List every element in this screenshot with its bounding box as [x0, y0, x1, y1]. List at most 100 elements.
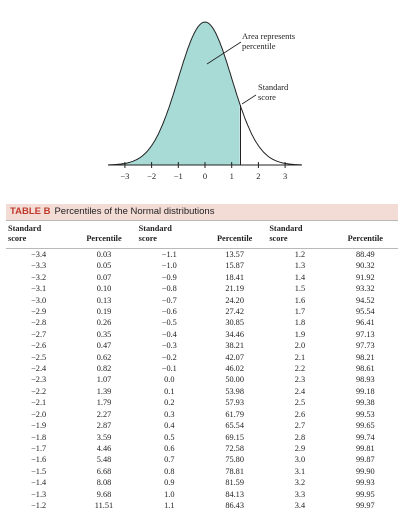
table-cell: 0.03 — [96, 250, 112, 259]
column-header: Percentile — [71, 224, 137, 249]
table-cell: −1.4 — [31, 478, 47, 488]
table-cell: 53.98 — [225, 386, 244, 396]
table-cell: −2.7 — [31, 329, 47, 339]
table-cell: 98.21 — [355, 352, 375, 362]
table-cell: −3.4 — [31, 250, 47, 259]
axis-label: −3 — [120, 171, 129, 181]
table-cell: 97.73 — [355, 341, 375, 351]
table-cell: 91.92 — [355, 272, 375, 282]
table-row: −3.0 0.13 −0.7 24.20 1.6 94.52 — [6, 295, 398, 306]
table-cell: 15.87 — [225, 261, 244, 271]
table-cell: 0.8 — [164, 466, 175, 476]
header-text: score — [138, 234, 157, 243]
table-cell: 21.19 — [225, 284, 244, 294]
header-text: Standard — [138, 224, 172, 233]
header-text: score — [269, 234, 288, 243]
table-cell: 4.46 — [96, 443, 112, 453]
table-cell: 24.20 — [225, 295, 244, 305]
table-cell: 0.62 — [96, 352, 112, 362]
table-cell: 2.6 — [294, 409, 306, 419]
table-row: −1.8 3.59 0.5 69.15 2.8 99.74 — [6, 432, 398, 443]
table-cell: 0.3 — [164, 409, 175, 419]
table-cell: −1.1 — [161, 250, 177, 259]
table-cell: 2.5 — [294, 398, 306, 408]
table-cell: 1.0 — [164, 489, 175, 499]
table-cell: −0.9 — [161, 272, 177, 282]
table-cell: 2.1 — [294, 352, 306, 362]
table-cell: 8.08 — [96, 478, 112, 488]
table-cell: 0.13 — [96, 295, 112, 305]
table-cell: 2.3 — [294, 375, 306, 385]
table-cell: −0.5 — [161, 318, 177, 328]
table-cell: 11.51 — [94, 500, 114, 510]
table-row: −2.2 1.39 0.1 53.98 2.4 99.18 — [6, 386, 398, 397]
table-row: −3.4 0.03 −1.1 13.57 1.2 88.49 — [6, 249, 398, 261]
table-cell: 96.41 — [355, 318, 375, 328]
table-title-text: Percentiles of the Normal distributions — [54, 206, 215, 217]
table-cell: 1.79 — [96, 398, 112, 408]
table-cell: 2.8 — [294, 432, 306, 442]
table-row: −2.3 1.07 0.0 50.00 2.3 98.93 — [6, 374, 398, 385]
table-row: −1.6 5.48 0.7 75.80 3.0 99.87 — [6, 454, 398, 465]
header-text: Standard — [269, 224, 303, 233]
table-row: −2.5 0.62 −0.2 42.07 2.1 98.21 — [6, 352, 398, 363]
table-cell: 94.52 — [355, 295, 375, 305]
table-cell: 95.54 — [355, 307, 375, 317]
header-text: Percentile — [216, 234, 253, 243]
table-row: −3.3 0.05 −1.0 15.87 1.3 90.32 — [6, 260, 398, 271]
table-cell: 84.13 — [225, 489, 244, 499]
table-cell: 99.65 — [355, 421, 375, 431]
table-cell: 99.87 — [355, 455, 375, 465]
table-cell: 99.90 — [355, 466, 375, 476]
table-cell: 3.1 — [294, 466, 306, 476]
table-cell: 99.18 — [355, 386, 375, 396]
table-cell: 99.81 — [355, 443, 375, 453]
normal-curve-figure: Area represents percentile Standard scor… — [108, 21, 302, 181]
table-cell: −2.8 — [31, 318, 47, 328]
table-cell: 0.19 — [96, 307, 112, 317]
table-cell: −2.4 — [31, 364, 47, 374]
table-cell: 50.00 — [225, 375, 244, 385]
table-cell: −2.3 — [31, 375, 47, 385]
table-row: −1.3 9.68 1.0 84.13 3.3 99.95 — [6, 489, 398, 500]
table-cell: 0.05 — [96, 261, 112, 271]
table-cell: 1.1 — [164, 500, 175, 510]
table-cell: 0.1 — [164, 386, 175, 396]
table-cell: 57.93 — [225, 398, 244, 408]
table-cell: 0.2 — [164, 398, 175, 408]
table-cell: 2.4 — [294, 386, 306, 396]
header-text: Percentile — [347, 234, 383, 243]
table-cell: 0.26 — [96, 318, 112, 328]
axis-label: −2 — [147, 171, 156, 181]
table-cell: −3.1 — [31, 284, 47, 294]
table-cell: 1.6 — [294, 295, 306, 305]
table-cell: 98.93 — [355, 375, 375, 385]
table-row: −2.8 0.26 −0.5 30.85 1.8 96.41 — [6, 317, 398, 328]
table-cell: 72.58 — [225, 443, 244, 453]
table-cell: 90.32 — [355, 261, 375, 271]
table-cell: −1.8 — [31, 432, 47, 442]
table-cell: 69.15 — [225, 432, 244, 442]
table-row: −1.9 2.87 0.4 65.54 2.7 99.65 — [6, 420, 398, 431]
table-cell: −2.0 — [31, 409, 47, 419]
table-cell: −0.6 — [161, 307, 177, 317]
table-cell: 38.21 — [225, 341, 244, 351]
annotation: score — [258, 92, 276, 102]
table-row: −1.5 6.68 0.8 78.81 3.1 99.90 — [6, 466, 398, 477]
column-header: Standard score — [136, 224, 202, 249]
table-cell: 42.07 — [225, 352, 244, 362]
table-cell: 1.9 — [294, 329, 306, 339]
column-header: Percentile — [332, 224, 398, 249]
table-cell: 2.27 — [96, 409, 112, 419]
table-row: −1.2 11.51 1.1 86.43 3.4 99.97 — [6, 500, 398, 511]
table-cell: 27.42 — [225, 307, 244, 317]
percentile-table: Standard score Percentile Standard score Perc… — [6, 224, 398, 511]
table-cell: 0.7 — [164, 455, 175, 465]
table-cell: 2.2 — [294, 364, 306, 374]
shaded-area — [108, 22, 240, 165]
table-cell: 2.87 — [96, 421, 112, 431]
table-cell: 1.4 — [294, 272, 306, 282]
table-cell: 13.57 — [225, 250, 244, 259]
table-row: −2.9 0.19 −0.6 27.42 1.7 95.54 — [6, 306, 398, 317]
